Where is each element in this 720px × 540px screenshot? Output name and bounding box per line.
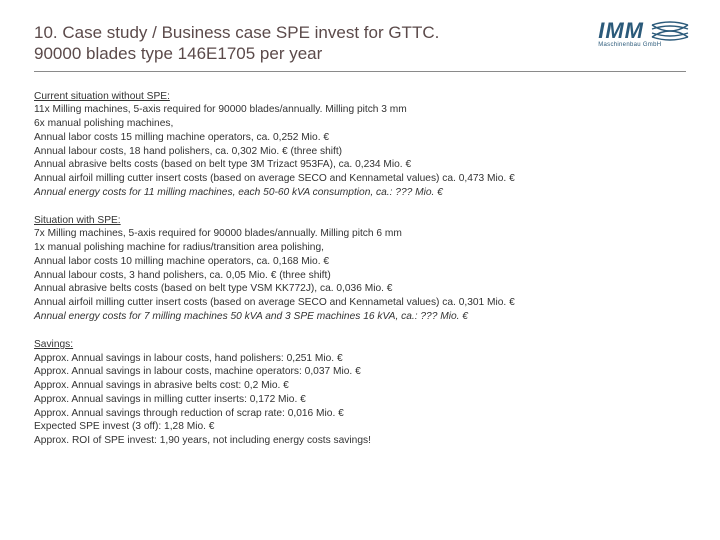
body-line: 7x Milling machines, 5-axis required for… [34,227,686,241]
body-line: Annual airfoil milling cutter insert cos… [34,296,686,310]
slide: IMM Maschinenbau GmbH 10. Case study / B… [0,0,720,540]
body-line: Annual abrasive belts costs (based on be… [34,158,686,172]
title-line-1: 10. Case study / Business case SPE inves… [34,22,534,43]
section-head: Current situation without SPE: [34,90,686,104]
body-line: 11x Milling machines, 5-axis required fo… [34,103,686,117]
title-underline [34,71,686,72]
logo-row: IMM [598,18,690,44]
body-line: Approx. Annual savings in labour costs, … [34,352,686,366]
section-head: Situation with SPE: [34,214,686,228]
body-line: 6x manual polishing machines, [34,117,686,131]
body-line-italic: Annual energy costs for 7 milling machin… [34,310,686,324]
body-line: Annual airfoil milling cutter insert cos… [34,172,686,186]
section-head: Savings: [34,338,686,352]
body-line-italic: Annual energy costs for 11 milling machi… [34,186,686,200]
body-line: Approx. Annual savings in labour costs, … [34,365,686,379]
body-line: Annual labor costs 10 milling machine op… [34,255,686,269]
title-line-2: 90000 blades type 146E1705 per year [34,43,534,64]
body-line: Annual labor costs 15 milling machine op… [34,131,686,145]
section-current: Current situation without SPE: 11x Milli… [34,90,686,200]
body-line: Approx. ROI of SPE invest: 1,90 years, n… [34,434,686,448]
body-line: Approx. Annual savings in milling cutter… [34,393,686,407]
body-line: 1x manual polishing machine for radius/t… [34,241,686,255]
body-line: Annual abrasive belts costs (based on be… [34,282,686,296]
company-logo: IMM Maschinenbau GmbH [598,18,690,48]
body-line: Annual labour costs, 3 hand polishers, c… [34,269,686,283]
slide-title: 10. Case study / Business case SPE inves… [34,22,534,65]
section-savings: Savings: Approx. Annual savings in labou… [34,338,686,448]
logo-text: IMM [598,18,644,44]
body-line: Approx. Annual savings in abrasive belts… [34,379,686,393]
section-with-spe: Situation with SPE: 7x Milling machines,… [34,214,686,324]
body-line: Annual labour costs, 18 hand polishers, … [34,145,686,159]
body-line: Approx. Annual savings through reduction… [34,407,686,421]
logo-mark-icon [650,19,690,43]
slide-body: Current situation without SPE: 11x Milli… [34,90,686,448]
body-line: Expected SPE invest (3 off): 1,28 Mio. € [34,420,686,434]
